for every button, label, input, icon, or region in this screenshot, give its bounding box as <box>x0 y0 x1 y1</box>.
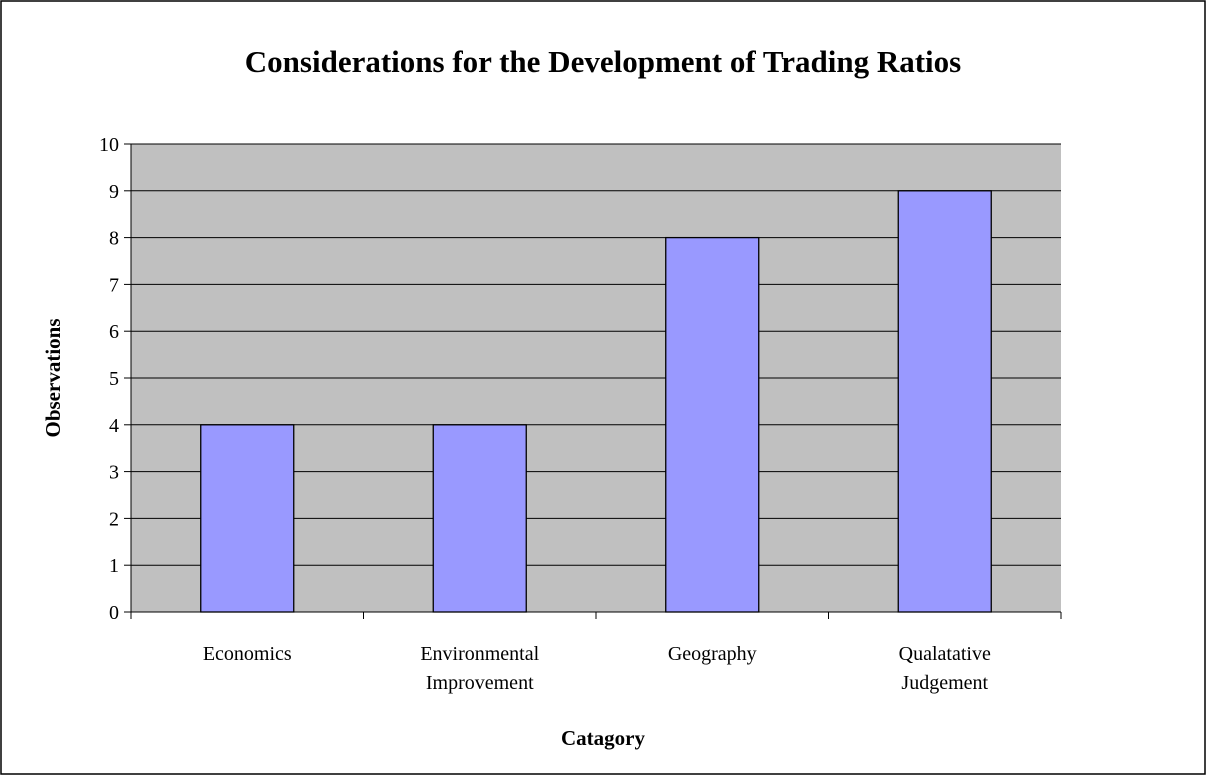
y-tick-label: 2 <box>109 508 119 530</box>
bar <box>432 424 527 613</box>
x-tick-label: Qualatative Judgement <box>898 643 991 694</box>
y-tick-label: 1 <box>109 555 119 577</box>
x-tick-label: Environmental Improvement <box>420 643 540 694</box>
y-tick-label: 4 <box>109 415 119 437</box>
chart-title: Considerations for the Development of Tr… <box>245 44 961 79</box>
bar <box>200 424 295 613</box>
x-axis-title: Catagory <box>561 726 645 750</box>
y-tick-label: 8 <box>109 228 119 250</box>
x-tick-label: Geography <box>667 643 757 665</box>
y-tick-label: 7 <box>109 274 119 296</box>
y-tick-label: 6 <box>109 321 119 343</box>
y-tick-label: 3 <box>109 462 119 484</box>
y-tick-label: 5 <box>109 368 119 390</box>
y-axis-title: Observations <box>41 318 65 437</box>
bar <box>665 236 760 613</box>
y-tick-label: 9 <box>109 181 119 203</box>
y-tick-label: 10 <box>99 134 119 156</box>
y-tick-label: 0 <box>109 602 119 624</box>
bar <box>897 190 992 613</box>
x-tick-label: Economics <box>202 643 292 665</box>
